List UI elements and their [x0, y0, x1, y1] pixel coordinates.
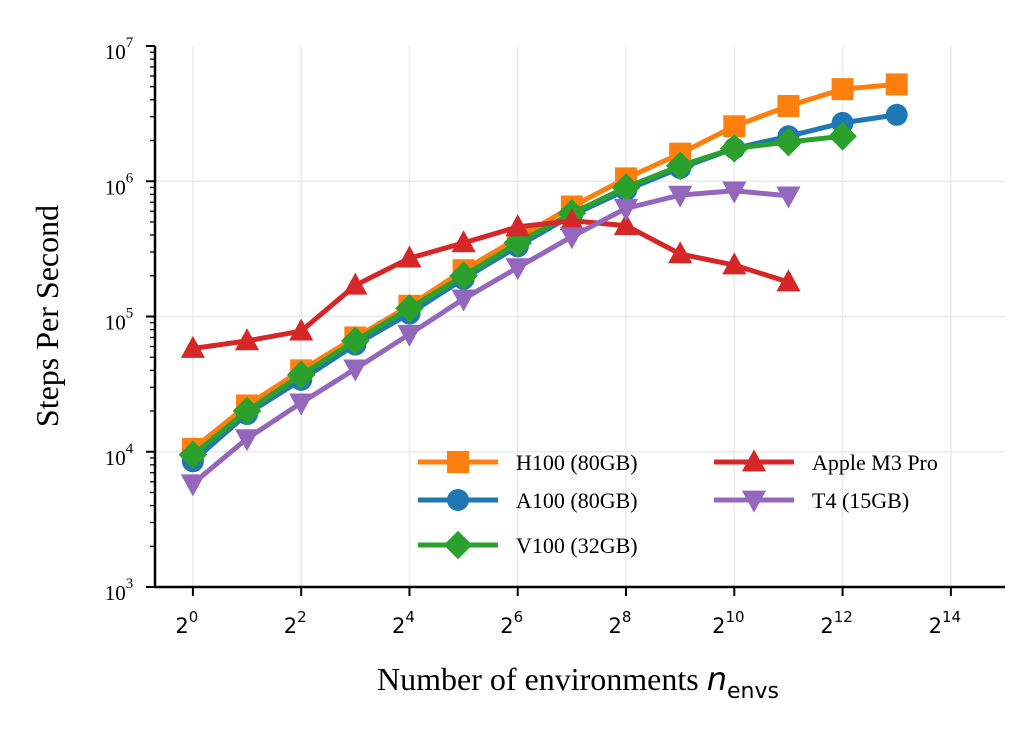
- legend-marker: [447, 489, 469, 511]
- data-point: [505, 214, 530, 237]
- data-point: [776, 186, 801, 209]
- legend-label: V100 (32GB): [516, 533, 638, 558]
- y-tick-label: 107: [105, 35, 134, 64]
- data-point: [397, 245, 422, 268]
- data-point: [449, 261, 478, 291]
- legend-marker: [741, 490, 767, 513]
- x-tick-label: 24: [392, 608, 415, 638]
- data-point: [180, 335, 205, 358]
- data-point: [559, 227, 584, 250]
- data-point: [668, 185, 693, 208]
- y-tick-label: 103: [105, 576, 134, 605]
- y-axis-title: Steps Per Second: [29, 205, 65, 427]
- legend-item: V100 (32GB): [418, 530, 638, 560]
- data-point: [774, 127, 803, 157]
- data-point: [289, 393, 314, 416]
- legend-item: A100 (80GB): [418, 488, 638, 513]
- data-point: [611, 173, 641, 202]
- y-tick-label: 106: [105, 170, 134, 199]
- data-point: [613, 199, 639, 222]
- data-point: [665, 151, 695, 181]
- series-apple-m3-pro: [180, 208, 801, 358]
- data-point: [885, 73, 908, 96]
- data-point: [776, 269, 801, 292]
- data-point: [828, 121, 857, 151]
- data-point: [885, 103, 908, 126]
- data-point: [451, 289, 476, 312]
- x-tick-label: 210: [712, 608, 744, 638]
- legend-marker: [443, 530, 473, 560]
- data-point: [723, 115, 746, 138]
- legend-label: Apple M3 Pro: [812, 450, 938, 475]
- x-tick-label: 22: [284, 608, 307, 638]
- x-axis-title-text: Number of environments: [377, 661, 699, 697]
- data-point: [232, 396, 262, 426]
- data-point: [397, 324, 422, 347]
- x-tick-label: 28: [609, 608, 632, 638]
- legend: H100 (80GB) A100 (80GB) V100 (32GB) Apple M…: [418, 449, 938, 560]
- data-point: [451, 230, 476, 253]
- series-line: [191, 188, 789, 486]
- legend-item: H100 (80GB): [418, 450, 638, 475]
- x-axis-title: Number of environments nenvs: [377, 660, 779, 704]
- data-point: [831, 78, 854, 101]
- y-tick-label: 105: [105, 306, 134, 335]
- series-line: [192, 218, 790, 351]
- data-point: [343, 272, 368, 295]
- x-axis-title-subscript: envs: [727, 679, 779, 704]
- ticks: 20 22 24 26 28 210 212 214 103 104 105 106 107: [105, 35, 961, 638]
- y-tick-label: 104: [105, 441, 134, 470]
- series-a100-80gb: [181, 103, 908, 473]
- data-point: [722, 252, 747, 275]
- x-tick-label: 212: [820, 608, 852, 638]
- legend-label: T4 (15GB): [812, 488, 909, 513]
- legend-label: H100 (80GB): [516, 450, 638, 475]
- legend-marker: [741, 449, 767, 472]
- data-point: [289, 318, 314, 341]
- legend-marker: [447, 451, 469, 473]
- series-t4-15gb: [180, 181, 801, 497]
- data-point: [722, 181, 747, 204]
- data-point: [559, 208, 584, 231]
- data-point: [234, 328, 260, 351]
- data-point: [286, 360, 316, 390]
- data-point: [395, 293, 424, 323]
- data-point: [178, 440, 208, 470]
- data-point: [505, 258, 530, 281]
- data-point: [613, 212, 639, 235]
- legend-item: T4 (15GB): [714, 488, 909, 513]
- data-point: [343, 359, 368, 382]
- data-point: [777, 95, 800, 118]
- data-point: [668, 241, 693, 264]
- series: [178, 73, 908, 497]
- x-axis-title-math: n: [707, 660, 727, 698]
- x-tick-label: 20: [175, 608, 198, 638]
- data-point: [180, 474, 205, 497]
- data-point: [234, 429, 260, 452]
- x-tick-label: 26: [500, 608, 523, 638]
- data-point: [719, 134, 749, 163]
- legend-label: A100 (80GB): [516, 488, 638, 513]
- legend-item: Apple M3 Pro: [714, 449, 938, 475]
- data-point: [341, 326, 370, 356]
- x-tick-label: 214: [929, 608, 961, 638]
